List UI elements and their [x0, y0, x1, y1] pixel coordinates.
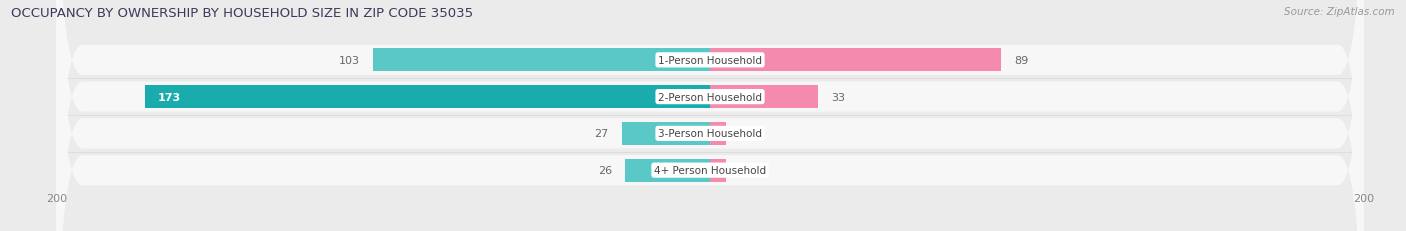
Bar [710, 49, 1001, 72]
Text: OCCUPANCY BY OWNERSHIP BY HOUSEHOLD SIZE IN ZIP CODE 35035: OCCUPANCY BY OWNERSHIP BY HOUSEHOLD SIZE… [11, 7, 474, 20]
Text: 103: 103 [339, 56, 360, 66]
Bar [710, 122, 727, 145]
FancyBboxPatch shape [56, 0, 1364, 231]
Bar [710, 159, 727, 182]
Text: 26: 26 [598, 165, 612, 175]
FancyBboxPatch shape [56, 0, 1364, 231]
Text: 0: 0 [740, 165, 747, 175]
Text: 33: 33 [831, 92, 845, 102]
Text: 27: 27 [595, 129, 609, 139]
Text: 4+ Person Household: 4+ Person Household [654, 165, 766, 175]
Bar [621, 122, 710, 145]
Bar [145, 86, 710, 109]
Text: Source: ZipAtlas.com: Source: ZipAtlas.com [1284, 7, 1395, 17]
Text: 89: 89 [1014, 56, 1028, 66]
Text: 0: 0 [740, 129, 747, 139]
FancyBboxPatch shape [56, 0, 1364, 231]
Text: 173: 173 [157, 92, 181, 102]
Bar [374, 49, 710, 72]
Bar [626, 159, 710, 182]
Text: 1-Person Household: 1-Person Household [658, 56, 762, 66]
Bar [710, 86, 818, 109]
FancyBboxPatch shape [56, 0, 1364, 231]
Text: 2-Person Household: 2-Person Household [658, 92, 762, 102]
Text: 3-Person Household: 3-Person Household [658, 129, 762, 139]
